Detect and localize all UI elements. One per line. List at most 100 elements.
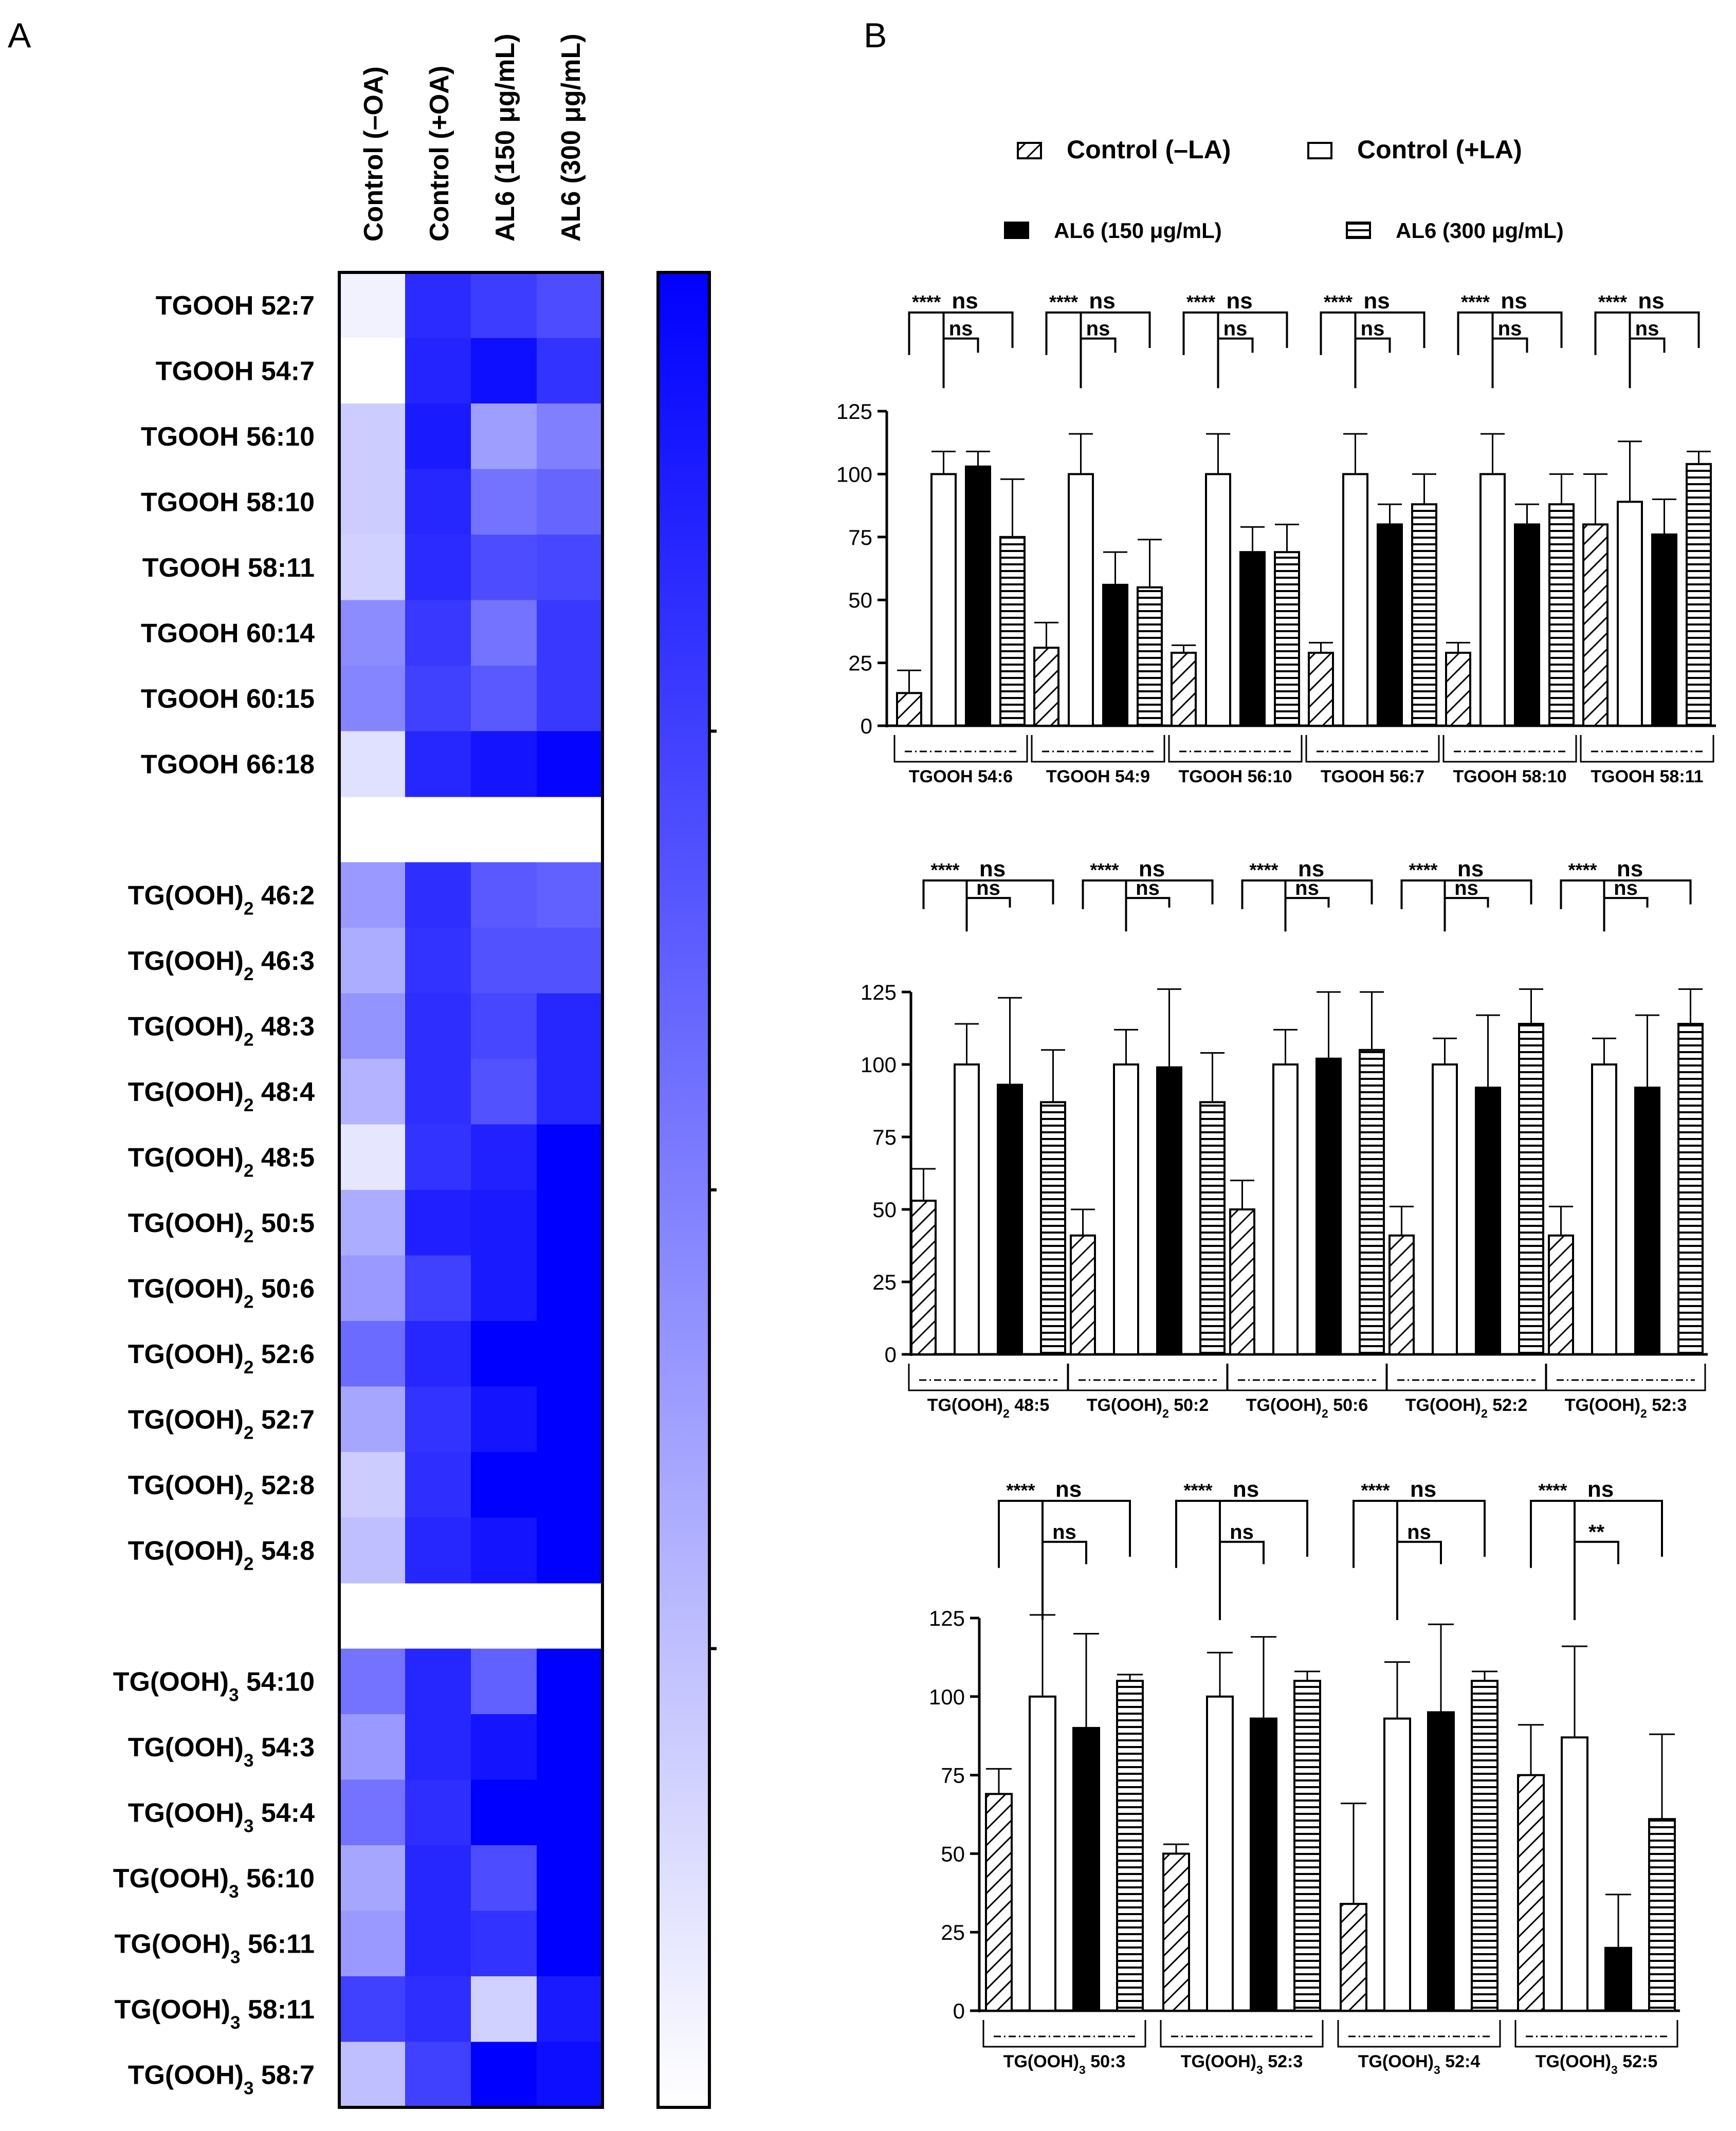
heatmap-cell xyxy=(471,862,537,928)
label-suffix: 48:5 xyxy=(1010,1395,1050,1415)
label-suffix: 52:7 xyxy=(253,291,315,321)
label-subscript: 2 xyxy=(244,1030,253,1050)
sig-label: **** xyxy=(1409,859,1437,880)
label-base: TGOOH xyxy=(156,356,254,386)
heatmap-cell xyxy=(339,1321,406,1387)
x-category-label: TG(OOH)2 48:5 xyxy=(927,1395,1050,1420)
sig-label: ns xyxy=(976,877,1000,899)
heatmap-cell xyxy=(339,1255,406,1321)
legend-label: Control (–LA) xyxy=(1067,135,1231,164)
bar xyxy=(1383,1717,1411,2012)
heatmap-row-label: TG(OOH)3 54:3 xyxy=(128,1733,315,1771)
sig-label: ns xyxy=(1052,1521,1076,1544)
sig-label: ns xyxy=(979,856,1006,881)
heatmap-row-label: TG(OOH)2 48:5 xyxy=(128,1143,315,1181)
sig-bracket xyxy=(1220,1540,1265,1565)
sig-label: **** xyxy=(1361,1480,1390,1501)
label-base: TG(OOH) xyxy=(128,880,244,910)
sig-label: ns xyxy=(1226,288,1252,314)
sig-bracket xyxy=(1355,337,1391,353)
label-base: TGOOH xyxy=(141,684,239,714)
heatmap-row-label: TGOOH 60:15 xyxy=(141,684,315,714)
label-subscript: 2 xyxy=(244,1357,253,1377)
sig-bracket xyxy=(1457,311,1494,355)
sig-bracket xyxy=(942,311,1014,389)
heatmap-cell xyxy=(537,272,603,339)
heatmap-cell xyxy=(405,862,471,928)
heatmap-cell xyxy=(471,1124,537,1190)
bar xyxy=(1388,1234,1415,1356)
x-category-label: TG(OOH)2 52:2 xyxy=(1405,1395,1528,1420)
sig-bracket xyxy=(1081,337,1117,353)
heatmap-cell xyxy=(339,1714,406,1780)
label-subscript: 3 xyxy=(1434,2063,1440,2077)
label-suffix: 52:2 xyxy=(1488,1395,1528,1415)
sig-label: ns xyxy=(1363,288,1390,314)
x-category-label: TG(OOH)3 52:5 xyxy=(1536,2052,1658,2077)
sig-label: ns xyxy=(1361,318,1385,340)
y-tick-label: 0 xyxy=(885,1343,897,1367)
heatmap-cell xyxy=(471,403,537,470)
heatmap-row-label: TG(OOH)2 50:5 xyxy=(128,1208,315,1246)
label-subscript: 2 xyxy=(244,1488,253,1508)
bar xyxy=(1156,1066,1182,1355)
sig-label: ns xyxy=(1638,288,1664,314)
heatmap-cell xyxy=(537,1059,603,1125)
y-tick-label: 50 xyxy=(941,1842,965,1866)
bar xyxy=(1199,1101,1226,1356)
x-category-label: TG(OOH)2 52:3 xyxy=(1565,1395,1687,1420)
label-base: TGOOH xyxy=(156,291,254,321)
bar xyxy=(1582,523,1609,727)
heatmap-row-label: TGOOH 58:11 xyxy=(142,553,315,583)
label-base: TG(OOH) xyxy=(1087,1395,1162,1415)
heatmap-row-label: TGOOH 54:7 xyxy=(156,356,315,386)
label-base: TGOOH xyxy=(1178,767,1242,786)
heatmap-row-label: TG(OOH)3 54:10 xyxy=(113,1667,315,1705)
bar xyxy=(1377,523,1403,727)
y-tick-label: 75 xyxy=(848,525,872,549)
heatmap-cell xyxy=(537,469,603,535)
heatmap-cell xyxy=(471,272,537,339)
label-suffix: 54:6 xyxy=(973,767,1013,786)
heatmap-cell xyxy=(471,1059,537,1125)
heatmap-cell xyxy=(405,1976,471,2043)
heatmap-column-label: AL6 (300 μg/mL) xyxy=(556,33,586,242)
y-tick-label: 25 xyxy=(848,651,872,675)
heatmap-cell xyxy=(471,1452,537,1518)
y-tick-label: 75 xyxy=(872,1125,897,1149)
label-subscript: 2 xyxy=(244,1554,253,1574)
label-suffix: 48:5 xyxy=(253,1143,315,1172)
sig-bracket xyxy=(1284,879,1373,932)
label-base: TGOOH xyxy=(1046,767,1110,786)
bar xyxy=(910,1200,937,1356)
heatmap-cell xyxy=(339,469,406,535)
heatmap-cell xyxy=(471,1779,537,1846)
label-suffix: 52:8 xyxy=(253,1471,315,1500)
bar xyxy=(1102,583,1128,727)
label-subscript: 3 xyxy=(244,2078,253,2098)
sig-label: ns xyxy=(1587,1477,1614,1502)
label-suffix: 56:10 xyxy=(239,1864,315,1894)
sig-bracket xyxy=(1396,1500,1486,1620)
bar xyxy=(954,1063,980,1355)
heatmap-cell xyxy=(339,1976,406,2043)
bar-group: TG(OOH)3 50:3 **** ns ns xyxy=(982,1477,1146,2077)
heatmap-cell xyxy=(537,1976,603,2043)
group-bracket xyxy=(1227,1364,1387,1391)
label-suffix: 46:3 xyxy=(253,946,315,976)
label-suffix: 50:6 xyxy=(1328,1395,1368,1415)
heatmap-cell xyxy=(537,928,603,994)
label-subscript: 2 xyxy=(244,1292,253,1312)
x-category-label: TGOOH 58:11 xyxy=(1591,767,1703,786)
heatmap-cell xyxy=(339,862,406,928)
sig-bracket xyxy=(1285,897,1330,908)
bar xyxy=(1272,1063,1299,1355)
x-category-label: TG(OOH)3 52:3 xyxy=(1181,2052,1303,2077)
label-subscript: 2 xyxy=(244,1423,253,1443)
bar xyxy=(1342,473,1368,727)
sig-label: ns xyxy=(1457,856,1484,881)
